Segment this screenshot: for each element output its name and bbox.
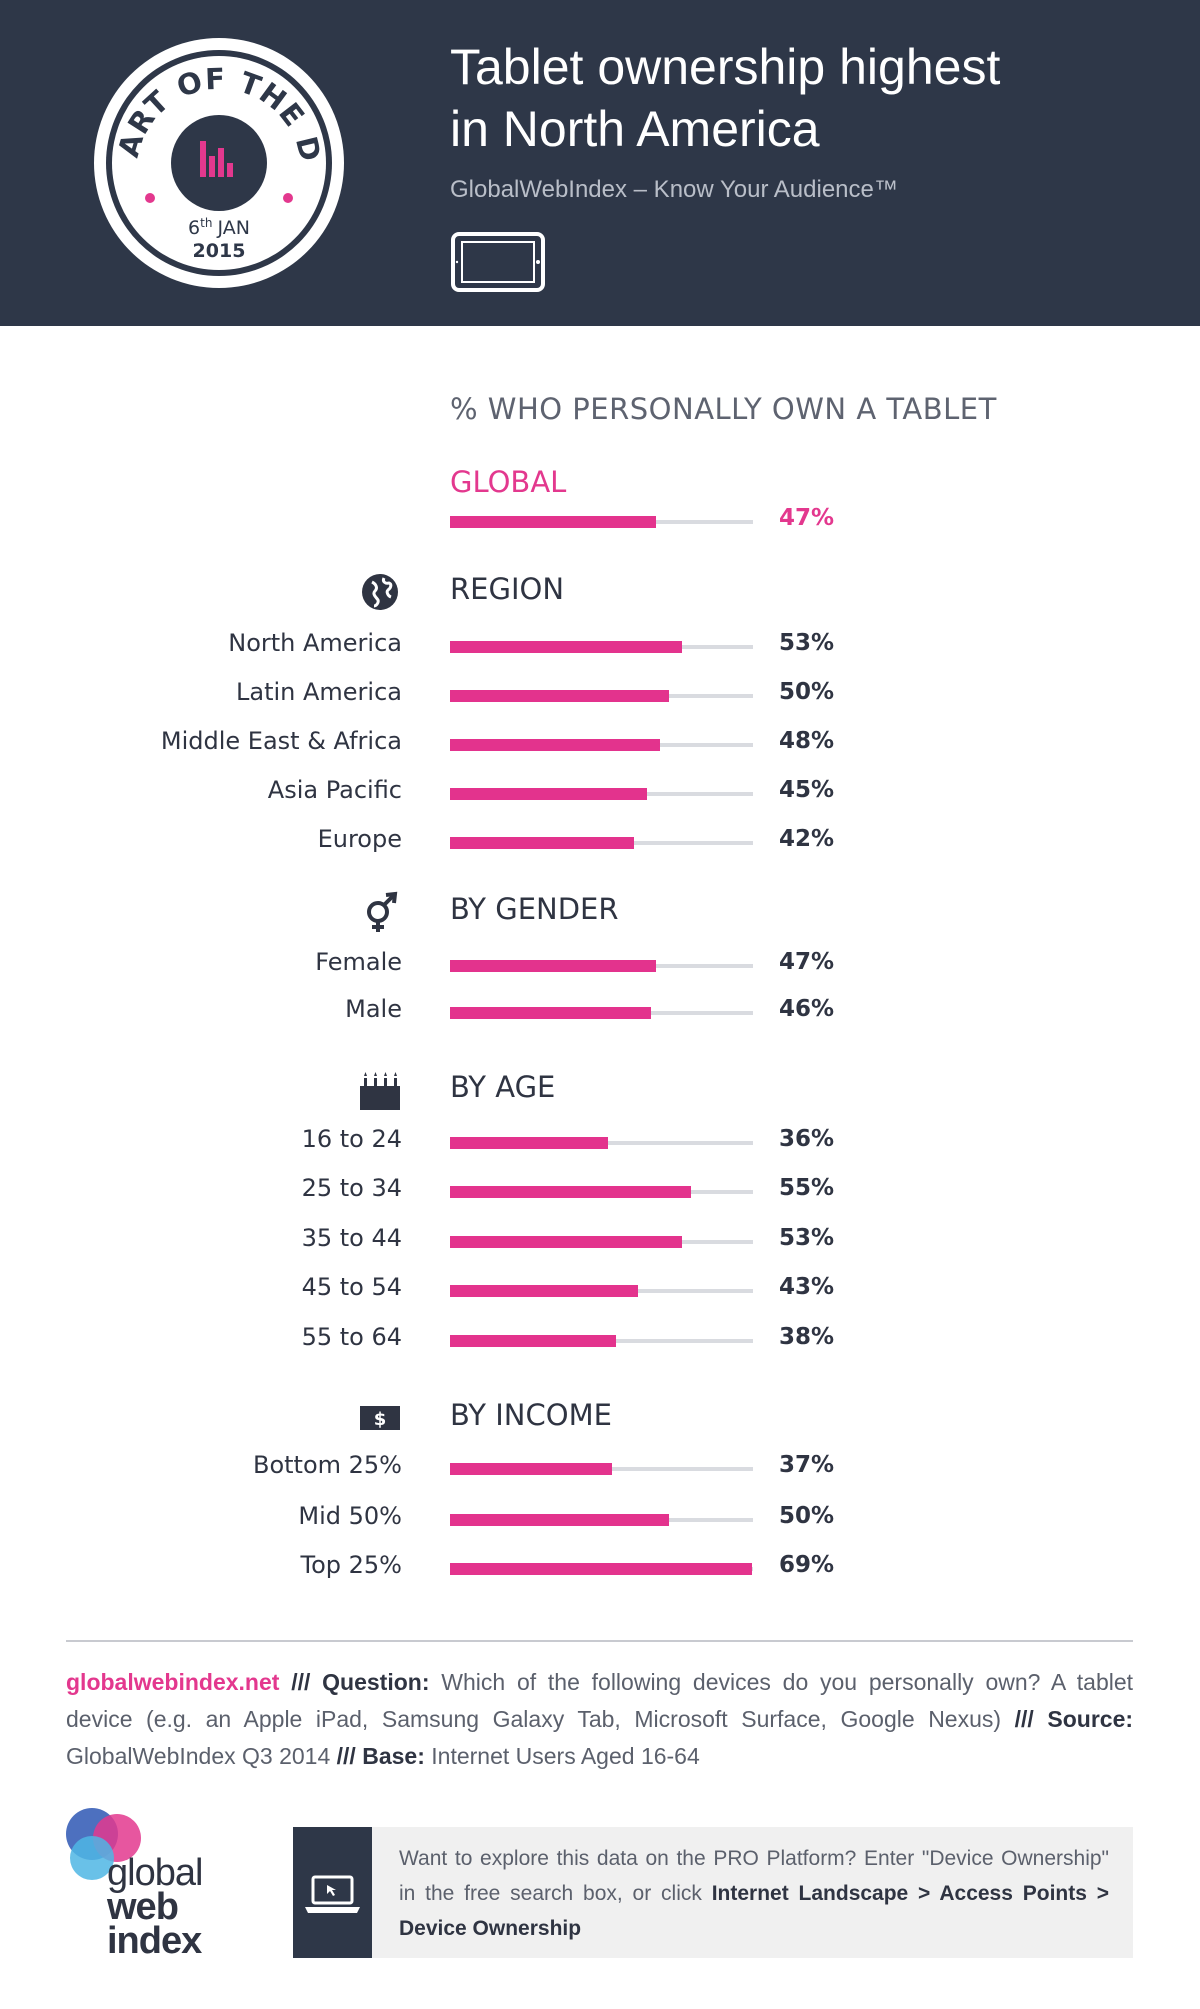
value-label: 47% <box>779 949 835 975</box>
bar <box>450 1285 638 1297</box>
title-line-2: in North America <box>450 101 820 157</box>
bar <box>450 739 660 751</box>
bar <box>450 1236 682 1248</box>
bar <box>450 1335 616 1347</box>
value-label: 53% <box>779 630 835 656</box>
base-text: Internet Users Aged 16-64 <box>431 1743 700 1769</box>
section-title: REGION <box>450 572 565 606</box>
row-label: Mid 50% <box>298 1502 402 1530</box>
footer-notes: globalwebindex.net /// Question: Which o… <box>66 1664 1133 1775</box>
value-label: 48% <box>779 728 835 754</box>
logo-line-3: index <box>107 1920 202 1962</box>
bar <box>450 690 669 702</box>
value-label: 42% <box>779 826 835 852</box>
gender-icon <box>358 890 402 934</box>
row-label: 55 to 64 <box>301 1323 402 1351</box>
badge-year: 2015 <box>193 240 246 262</box>
row-label: Middle East & Africa <box>160 727 402 755</box>
value-label: 37% <box>779 1452 835 1478</box>
bar <box>450 1463 612 1475</box>
birthday-cake-icon <box>358 1068 402 1112</box>
title-line-1: Tablet ownership highest <box>450 39 1001 95</box>
logo-wordmark: global web index <box>107 1852 203 1962</box>
logo-line-2: web <box>107 1886 179 1928</box>
page-subtitle: GlobalWebIndex – Know Your Audience™ <box>450 176 898 203</box>
question-text: Which of the following devices do you pe… <box>66 1669 1134 1732</box>
logo-line-1: global <box>107 1852 203 1894</box>
bar <box>450 788 647 800</box>
bar <box>450 837 634 849</box>
cta-text: Want to explore this data on the PRO Pla… <box>399 1841 1109 1946</box>
badge-dot-right <box>283 193 293 203</box>
row-label: 35 to 44 <box>301 1224 402 1252</box>
badge-day: 6 <box>188 217 200 239</box>
footer-divider <box>66 1640 1133 1642</box>
value-label: 50% <box>779 1503 835 1529</box>
section-title: BY AGE <box>450 1070 556 1104</box>
cta-icon-box <box>293 1827 372 1958</box>
row-label: Europe <box>317 825 402 853</box>
bar <box>450 641 682 653</box>
bar-chart-icon <box>200 141 233 177</box>
section-title: BY GENDER <box>450 892 619 926</box>
svg-text:$: $ <box>374 1409 387 1430</box>
value-label: 46% <box>779 996 835 1022</box>
value-label: 50% <box>779 679 835 705</box>
row-label: 45 to 54 <box>301 1273 402 1301</box>
value-label: 38% <box>779 1324 835 1350</box>
value-label: 45% <box>779 777 835 803</box>
row-label: Bottom 25% <box>252 1451 402 1479</box>
bar <box>450 1186 691 1198</box>
badge-day-suffix: th <box>200 216 212 230</box>
cta-path-link[interactable]: Internet Landscape > Access Points > Dev… <box>399 1882 1109 1940</box>
row-label: Latin America <box>236 678 402 706</box>
dollar-icon: $ <box>358 1396 402 1440</box>
value-label: 47% <box>779 505 835 531</box>
section-title: BY INCOME <box>450 1398 612 1432</box>
section-title-global: GLOBAL <box>450 465 567 499</box>
row-label: 16 to 24 <box>301 1125 402 1153</box>
globalwebindex-logo-mark <box>66 1808 141 1880</box>
sep-2: /// <box>1014 1706 1034 1732</box>
page-title: Tablet ownership highest in North Americ… <box>450 36 1150 160</box>
laptop-icon <box>305 1875 360 1913</box>
bar <box>450 1007 651 1019</box>
question-label: Question: <box>322 1669 430 1695</box>
sep-3: /// <box>336 1743 356 1769</box>
bar <box>450 1514 669 1526</box>
site-link[interactable]: globalwebindex.net <box>66 1669 280 1695</box>
value-label: 36% <box>779 1126 835 1152</box>
bar <box>450 1563 752 1575</box>
value-label: 55% <box>779 1175 835 1201</box>
cta-box: Want to explore this data on the PRO Pla… <box>293 1827 1133 1958</box>
bar <box>450 1137 608 1149</box>
row-label: 25 to 34 <box>301 1174 402 1202</box>
bar <box>450 960 656 972</box>
sep-1: /// <box>291 1669 311 1695</box>
row-label: Asia Pacific <box>267 776 402 804</box>
row-label: Male <box>345 995 402 1023</box>
source-text: GlobalWebIndex Q3 2014 <box>66 1743 331 1769</box>
bar <box>450 516 656 528</box>
value-label: 69% <box>779 1552 835 1578</box>
source-label: Source: <box>1047 1706 1134 1732</box>
globe-icon <box>358 570 402 614</box>
value-label: 43% <box>779 1274 835 1300</box>
chart-title: % WHO PERSONALLY OWN A TABLET <box>450 392 997 426</box>
row-label: Top 25% <box>300 1551 402 1579</box>
badge-month: JAN <box>216 217 249 239</box>
base-label: Base: <box>362 1743 425 1769</box>
row-label: Female <box>315 948 402 976</box>
badge-dot-left <box>145 193 155 203</box>
cta-text-intro: Want to explore this data on the PRO Pla… <box>399 1847 1109 1905</box>
tablet-icon <box>451 232 545 292</box>
value-label: 53% <box>779 1225 835 1251</box>
row-label: North America <box>228 629 402 657</box>
